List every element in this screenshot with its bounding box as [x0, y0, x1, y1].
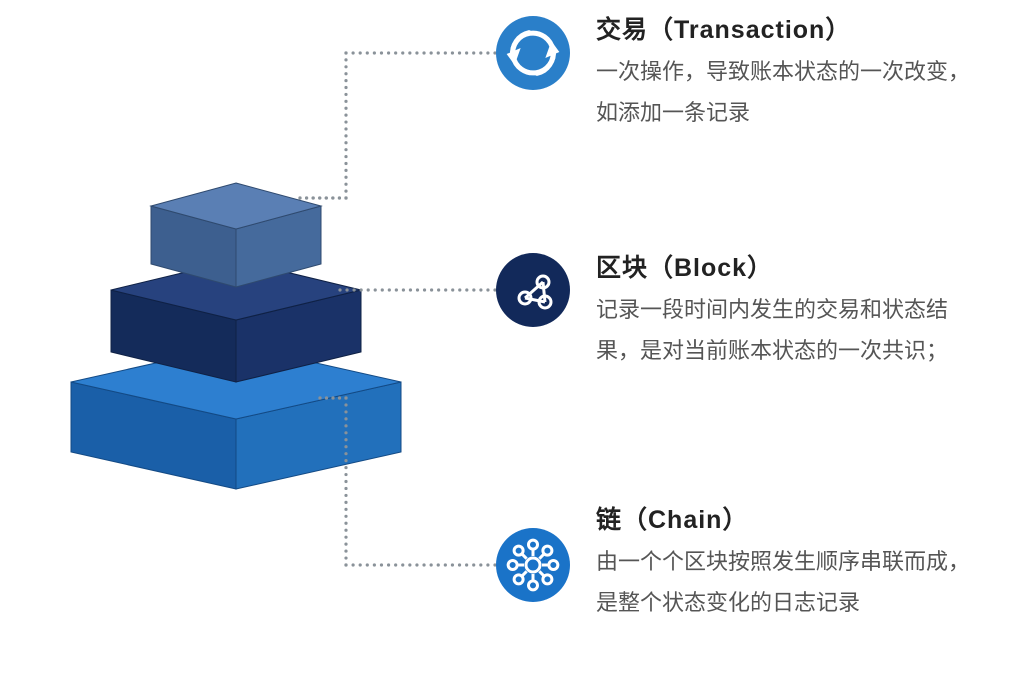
transaction-icon — [496, 16, 570, 90]
block-desc: 记录一段时间内发生的交易和状态结果，是对当前账本状态的一次共识； — [596, 290, 976, 371]
block-glyph — [519, 276, 551, 308]
transaction-glyph — [507, 33, 560, 74]
block-title: 区块（Block） — [596, 248, 773, 284]
diagram-canvas: 交易（Transaction） 一次操作，导致账本状态的一次改变，如添加一条记录区… — [0, 0, 1034, 682]
transaction-desc: 一次操作，导致账本状态的一次改变，如添加一条记录 — [596, 52, 976, 133]
chain-desc: 由一个个区块按照发生顺序串联而成，是整个状态变化的日志记录 — [596, 542, 976, 623]
transaction-title: 交易（Transaction） — [596, 10, 851, 46]
transaction-layer — [151, 183, 321, 287]
chain-title: 链（Chain） — [596, 500, 748, 536]
chain-glyph — [508, 540, 558, 590]
block-icon — [496, 253, 570, 327]
chain-icon — [496, 528, 570, 602]
block-layer — [111, 260, 361, 382]
chain-layer — [71, 345, 401, 489]
